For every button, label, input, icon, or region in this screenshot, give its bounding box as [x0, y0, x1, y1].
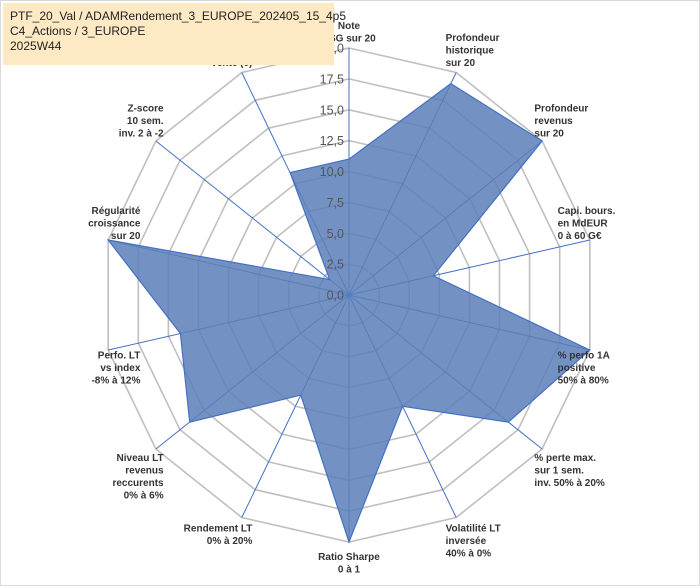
axis-label-line: 40% à 0%: [446, 549, 492, 560]
tick-label: 7,5: [327, 196, 344, 210]
axis-label-line: 0 à 60 G€: [558, 231, 602, 242]
axis-label-line: revenus: [534, 116, 573, 127]
axis-label-7: Ratio Sharpe 0 à 1: [318, 552, 380, 576]
series-layer: [106, 82, 591, 544]
axis-label-line: inversée: [446, 536, 487, 547]
axis-label-line: Z-score: [127, 104, 164, 115]
axis-label-line: Volatilité LT: [446, 524, 501, 535]
axis-label-line: Capi. bours.: [558, 206, 616, 217]
axis-label-line: Régularité: [91, 206, 140, 217]
chart-title-box: PTF_20_Val / ADAMRendement_3_EUROPE_2024…: [3, 3, 346, 65]
tick-label: 12,5: [320, 134, 344, 148]
axis-label-line: inv. 50% à 20%: [534, 478, 605, 489]
axis-label-line: croissance: [88, 218, 141, 229]
series-area: [106, 82, 591, 544]
tick-label: 2,5: [327, 258, 344, 272]
axis-label-line: sur 20: [446, 58, 476, 69]
axis-label-line: ESG sur 20: [322, 34, 376, 45]
axis-label-line: Rendement LT: [184, 524, 253, 535]
axis-label-line: vs index: [100, 363, 140, 374]
axis-label-line: Niveau LT: [117, 453, 164, 464]
axis-label-line: 0% à 20%: [207, 536, 253, 547]
axis-label-line: sur 20: [534, 129, 564, 140]
axis-label-line: Profondeur: [446, 33, 500, 44]
axis-label-line: 0 à 1: [338, 565, 361, 576]
tick-label: 0,0: [327, 289, 344, 303]
axis-label-line: reccurents: [112, 478, 164, 489]
spoke-12: [155, 140, 350, 296]
tick-label-layer: 0,02,55,07,510,012,515,017,520,0: [320, 42, 344, 303]
axis-label-line: positive: [558, 363, 596, 374]
title-line-2: C4_Actions / 3_EUROPE: [10, 24, 146, 38]
axis-label-line: Perfo. LT: [98, 351, 141, 362]
axis-label-line: % perte max.: [534, 453, 596, 464]
tick-label: 10,0: [320, 165, 344, 179]
axis-label-line: inv. 2 à -2: [119, 129, 164, 140]
axis-label-line: -8% à 12%: [91, 376, 140, 387]
axis-label-line: Note: [338, 21, 361, 32]
axis-label-line: Ratio Sharpe: [318, 552, 380, 563]
axis-label-line: revenus: [125, 466, 164, 477]
axis-label-line: 50% à 80%: [558, 376, 609, 387]
axis-label-line: 0% à 6%: [124, 491, 164, 502]
axis-label-line: 10 sem.: [127, 116, 164, 127]
axis-label-0: Note ESG sur 20: [322, 21, 376, 45]
tick-label: 5,0: [327, 227, 344, 241]
axis-label-5: % perte max. sur 1 sem.inv. 50% à 20%: [534, 453, 605, 489]
axis-label-line: historique: [446, 45, 495, 56]
title-line-3: 2025W44: [10, 39, 62, 53]
tick-label: 17,5: [320, 72, 344, 86]
axis-label-8: Rendement LT0% à 20%: [184, 524, 253, 548]
axis-label-3: Capi. bours.en MdEUR 0 à 60 G€: [558, 206, 616, 242]
title-line-1: PTF_20_Val / ADAMRendement_3_EUROPE_2024…: [10, 9, 346, 23]
axis-label-line: Profondeur: [534, 104, 588, 115]
axis-label-line: sur 1 sem.: [534, 466, 584, 477]
axis-label-line: sur 20: [111, 231, 141, 242]
axis-label-line: en MdEUR: [558, 218, 609, 229]
tick-label: 15,0: [320, 103, 344, 117]
axis-label-line: % perfo 1A: [558, 351, 610, 362]
